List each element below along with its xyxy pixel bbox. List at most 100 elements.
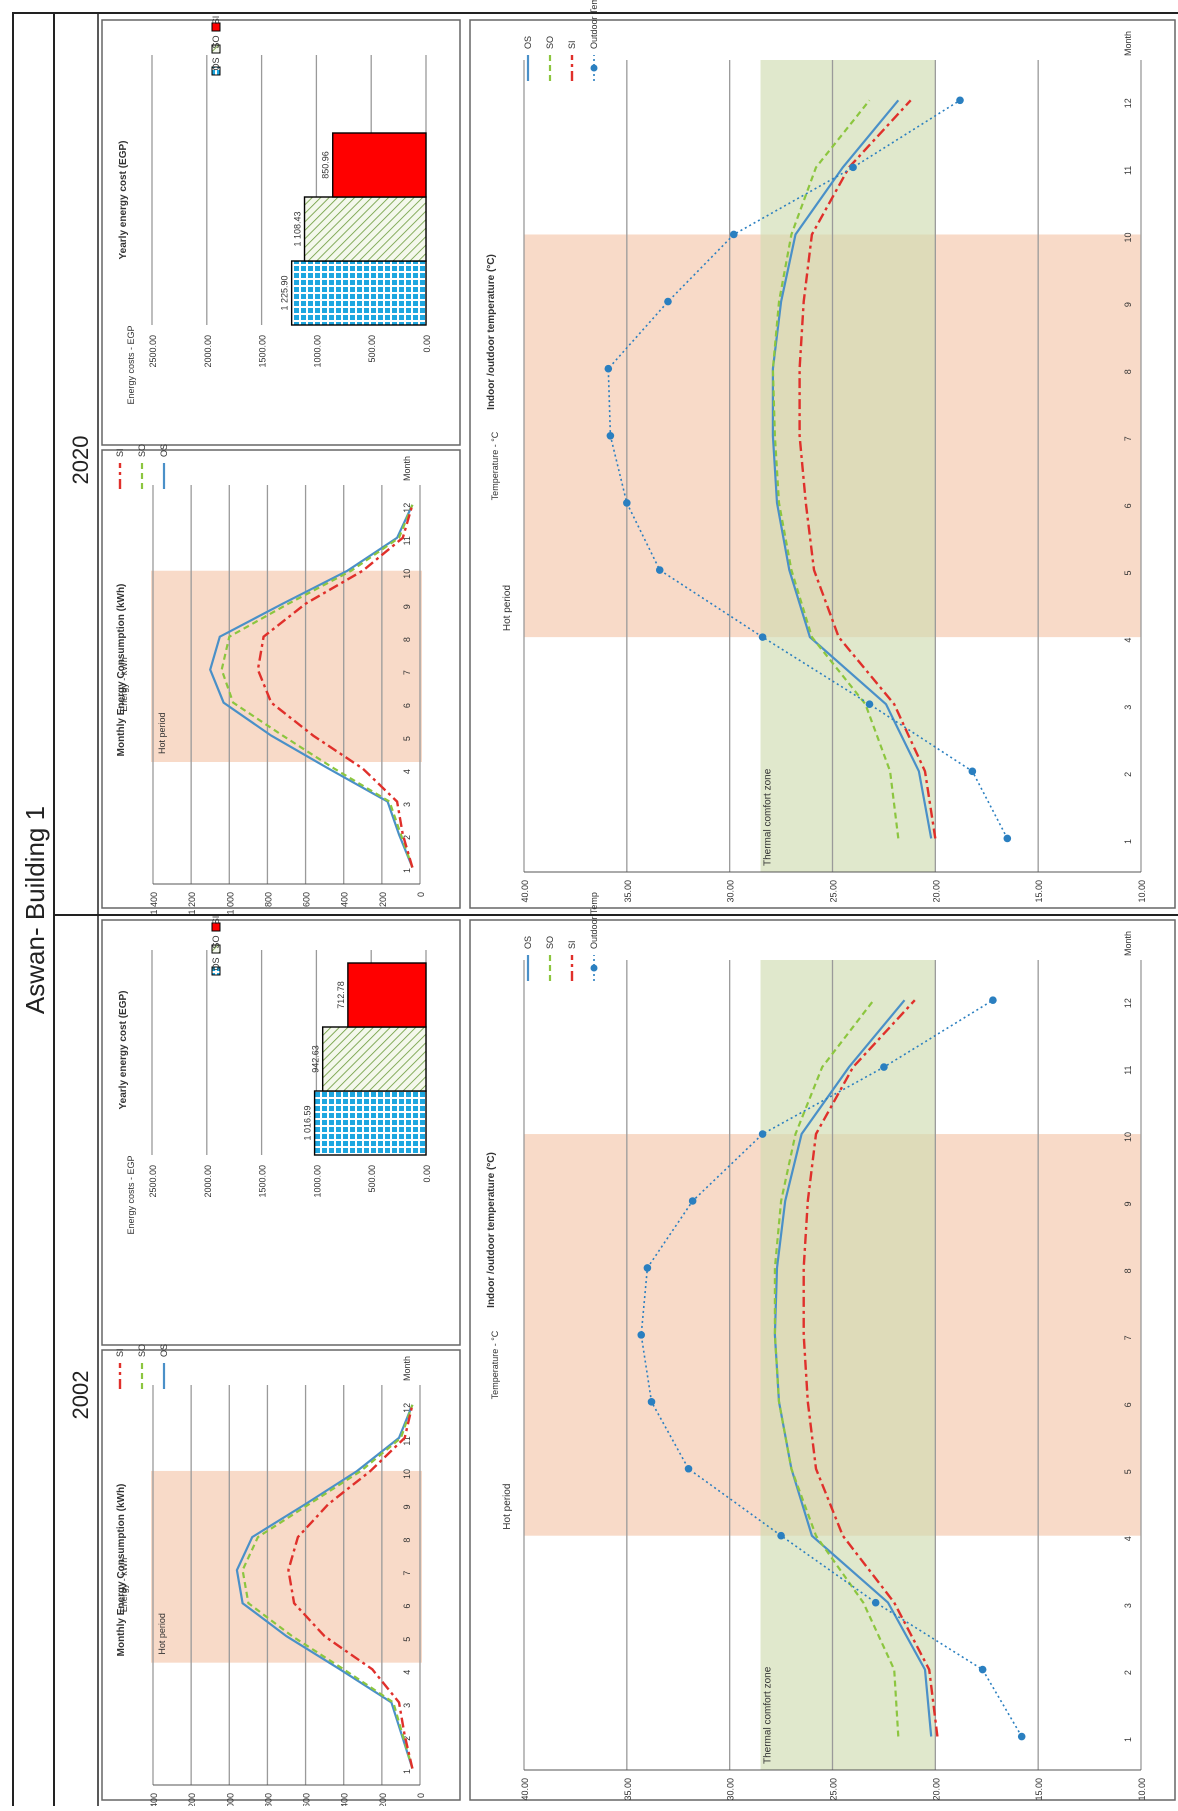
monthly-2002-month-tick-label: 3 xyxy=(402,1703,412,1708)
temp-2002-plot: Hot period Thermal comfort zone 10.00 15.00… xyxy=(486,892,1147,1800)
monthly-2002-value-tick-label: 800 xyxy=(263,1793,273,1806)
temp-2020-value-tick-label: 40.00 xyxy=(520,880,530,903)
panel-border-monthly-2002 xyxy=(101,1349,461,1801)
temp-2020-comfort-band xyxy=(760,60,936,872)
monthly-2020-legend-label: SI xyxy=(115,448,125,457)
monthly-2020-legend-label: OS xyxy=(159,444,169,457)
temp-2002-legend-label: SI xyxy=(567,940,577,949)
yearly-2002-bar-so xyxy=(321,1026,427,1092)
temp-2002-month-tick-label: 9 xyxy=(1123,1201,1133,1206)
temp-2002-series-line xyxy=(802,999,939,1737)
temp-2020-outdoor-point xyxy=(606,432,615,440)
yearly-2020-value-axis-label: Energy costs - EGP xyxy=(126,325,136,404)
temp-2020-month-axis-label: Month xyxy=(1123,31,1133,56)
temp-2020-value-tick-label: 10.00 xyxy=(1137,880,1147,903)
temp-2020-outdoor-point xyxy=(1003,834,1012,843)
monthly-2020-month-tick-label: 6 xyxy=(402,703,412,708)
monthly-2020-value-tick-label: 400 xyxy=(340,892,350,907)
monthly-2002-value-tick-label: 600 xyxy=(302,1793,312,1806)
monthly-2020-value-tick-label: 200 xyxy=(378,892,388,907)
monthly-2002-month-tick-label: 8 xyxy=(402,1538,412,1543)
temp-2002-outdoor-point xyxy=(871,1598,880,1607)
monthly-2002-chart-title: Monthly Energy Consumption (kWh) xyxy=(116,1484,127,1657)
temp-2002-value-tick-label: 20.00 xyxy=(931,1778,941,1801)
temp-2020-outdoor-point xyxy=(865,700,874,709)
yearly-2002-legend-swatch xyxy=(211,944,221,954)
yearly-2020-bar-value-label: 1 108.43 xyxy=(293,211,303,246)
temp-2020-series-line xyxy=(607,99,1009,839)
panel-border-temp-2020 xyxy=(469,19,1176,909)
monthly-2002-value-tick-label: 200 xyxy=(378,1793,388,1806)
temp-2020-chart-title: Indoor /outdoor temperature (°C) xyxy=(486,254,497,410)
monthly-2020-month-tick-label: 1 xyxy=(402,868,412,873)
monthly-2002-month-tick-label: 12 xyxy=(402,1403,412,1413)
temp-2002-outdoor-point xyxy=(978,1665,987,1674)
temp-2020-month-tick-label: 9 xyxy=(1123,302,1133,307)
monthly-2020-month-tick-label: 3 xyxy=(402,802,412,807)
monthly-2020-value-tick-label: 1 000 xyxy=(225,892,235,915)
monthly-2020-month-tick-label: 7 xyxy=(402,670,412,675)
temp-2020-month-tick-label: 4 xyxy=(1123,638,1133,643)
temp-2020-outdoor-point xyxy=(604,364,613,373)
panel-border-yearly-2020 xyxy=(101,19,461,446)
monthly-2020-month-axis-label: Month xyxy=(402,456,412,481)
monthly-2020-series-line xyxy=(209,504,414,868)
yearly-2020-value-tick-label: 1500.00 xyxy=(258,335,268,368)
temp-2020-value-tick-label: 30.00 xyxy=(726,880,736,903)
yearly-2002-legend-swatch xyxy=(211,922,221,932)
temp-2020-outdoor-point xyxy=(849,163,857,172)
temp-2002-month-tick-label: 2 xyxy=(1123,1670,1133,1675)
temp-2020-outdoor-point xyxy=(623,499,631,507)
year-label-2002: 2002 xyxy=(68,1371,93,1420)
temp-2002-series-line xyxy=(640,999,1023,1737)
panel-border-temp-2002 xyxy=(469,919,1176,1801)
temp-2002-outdoor-point xyxy=(777,1531,785,1540)
temp-2020-legend-label: SI xyxy=(567,40,577,49)
yearly-2002-value-tick-label: 500.00 xyxy=(367,1165,377,1193)
yearly-2002-legend-swatch xyxy=(211,966,221,976)
monthly-2002-month-axis-label: Month xyxy=(402,1356,412,1381)
monthly-2002-series-line xyxy=(235,1404,414,1769)
temp-2002-comfort-band-label: Thermal comfort zone xyxy=(763,1666,774,1764)
yearly-2020-legend-label: SO xyxy=(211,35,221,48)
yearly-2002-legend-label: SO xyxy=(211,935,221,948)
monthly-2002-value-tick-label: 0 xyxy=(416,1793,426,1798)
temp-2020-month-tick-label: 11 xyxy=(1123,166,1133,175)
temp-2002-outdoor-point xyxy=(758,1130,767,1138)
temp-2002-value-tick-label: 25.00 xyxy=(829,1778,839,1801)
yearly-2020-bar-so xyxy=(303,196,427,262)
monthly-2002-month-tick-label: 4 xyxy=(402,1670,412,1675)
temp-2002-outdoor-point xyxy=(647,1398,656,1406)
temp-2020-value-tick-label: 20.00 xyxy=(931,880,941,903)
temp-2002-month-tick-label: 7 xyxy=(1123,1335,1133,1340)
yearly-2020-legend: OS SO SI xyxy=(211,16,221,76)
yearly-2002-value-tick-label: 1500.00 xyxy=(258,1165,268,1198)
yearly-2020-plot: 0.00 500.00 1000.00 1500.00 2000.00 2500.00 En… xyxy=(118,16,432,405)
yearly-2020-legend-label: OS xyxy=(211,57,221,70)
temp-2002-month-tick-label: 12 xyxy=(1123,998,1133,1008)
monthly-2002-value-tick-label: 1 200 xyxy=(187,1793,197,1806)
temp-2002-outdoor-point xyxy=(688,1197,697,1205)
panel-border-yearly-2002 xyxy=(101,919,461,1346)
temp-2020-outdoor-point xyxy=(729,230,738,239)
monthly-2020-series-line xyxy=(256,504,414,868)
temp-2002-month-axis-label: Month xyxy=(1123,931,1133,956)
monthly-2002-legend-label: SO xyxy=(137,1344,147,1357)
temp-2020-month-tick-label: 12 xyxy=(1123,98,1133,108)
temp-2002-outdoor-point xyxy=(643,1264,652,1272)
temp-2020-month-tick-label: 3 xyxy=(1123,705,1133,710)
temp-2002-outdoor-point xyxy=(989,996,997,1004)
yearly-2002-bar-value-label: 712.78 xyxy=(336,981,346,1009)
temp-2020-outdoor-point xyxy=(758,633,767,641)
panel-border-monthly-2020 xyxy=(101,449,461,909)
yearly-2002-value-tick-label: 0.00 xyxy=(422,1165,432,1183)
temp-2002-value-axis-label: Temperature - °C xyxy=(490,1330,500,1399)
temp-2002-month-tick-label: 1 xyxy=(1123,1737,1133,1742)
temp-2002-value-tick-label: 35.00 xyxy=(623,1778,633,1801)
temp-2020-month-tick-label: 5 xyxy=(1123,571,1133,576)
temp-2020-legend-label: OS xyxy=(523,36,533,49)
temp-2002-outdoor-point xyxy=(880,1063,888,1071)
